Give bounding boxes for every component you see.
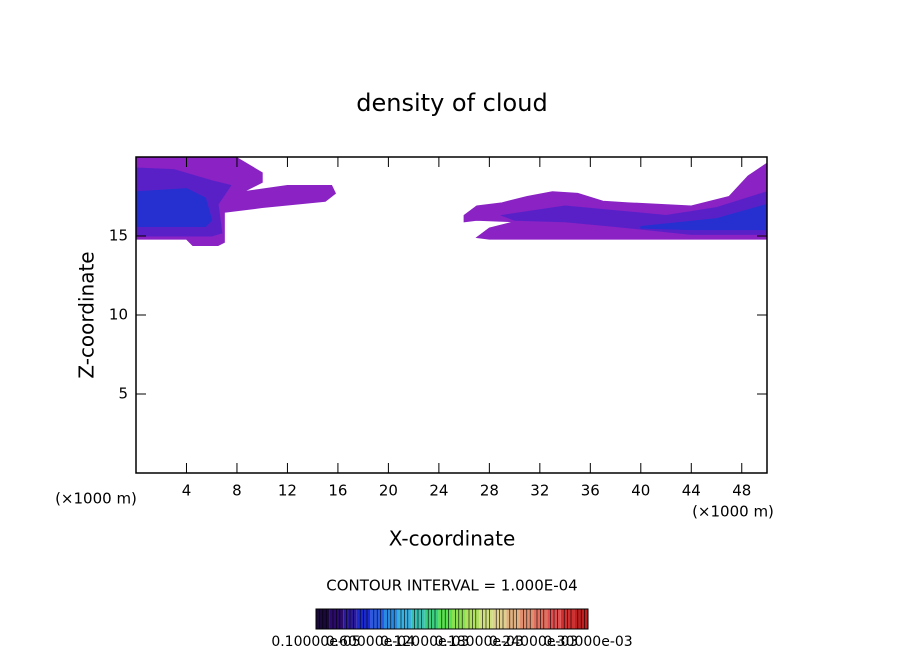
x-tick-label: 44 [682, 482, 701, 500]
x-tick-label: 32 [530, 482, 549, 500]
x-tick-label: 24 [429, 482, 448, 500]
x-unit: (×1000 m) [55, 490, 137, 508]
colorbar: 0.10000e-050.60000e-040.12000e-030.18000… [271, 608, 633, 650]
colorbar-label: 0.18000e-03 [435, 634, 524, 650]
x-unit: (×1000 m) [692, 503, 774, 521]
colorbar-frame [315, 608, 589, 630]
x-label: X-coordinate [389, 527, 516, 551]
x-tick-label: 20 [379, 482, 398, 500]
x-tick-label: 12 [278, 482, 297, 500]
x-tick-label: 36 [581, 482, 600, 500]
chart-title: density of cloud [356, 89, 547, 117]
colorbar-label: 0.12000e-03 [380, 634, 469, 650]
colorbar-label: 0.10000e-05 [271, 634, 360, 650]
x-tick-label: 4 [182, 482, 192, 500]
x-tick-label: 40 [631, 482, 650, 500]
x-tick-label: 28 [480, 482, 499, 500]
colorbar-label: 0.60000e-04 [326, 634, 415, 650]
contour-note: CONTOUR INTERVAL = 1.000E-04 [326, 577, 577, 595]
x-tick-label: 16 [328, 482, 347, 500]
x-tick-label: 48 [732, 482, 751, 500]
colorbar-label: 0.24000e-03 [489, 634, 578, 650]
y-tick-label: 15 [109, 227, 128, 245]
y-tick-label: 5 [118, 385, 128, 403]
colorbar-label: 0.30000e-03 [543, 634, 632, 650]
y-tick-label: 10 [109, 306, 128, 324]
y-label: Z-coordinate [75, 251, 99, 378]
x-tick-label: 8 [232, 482, 242, 500]
